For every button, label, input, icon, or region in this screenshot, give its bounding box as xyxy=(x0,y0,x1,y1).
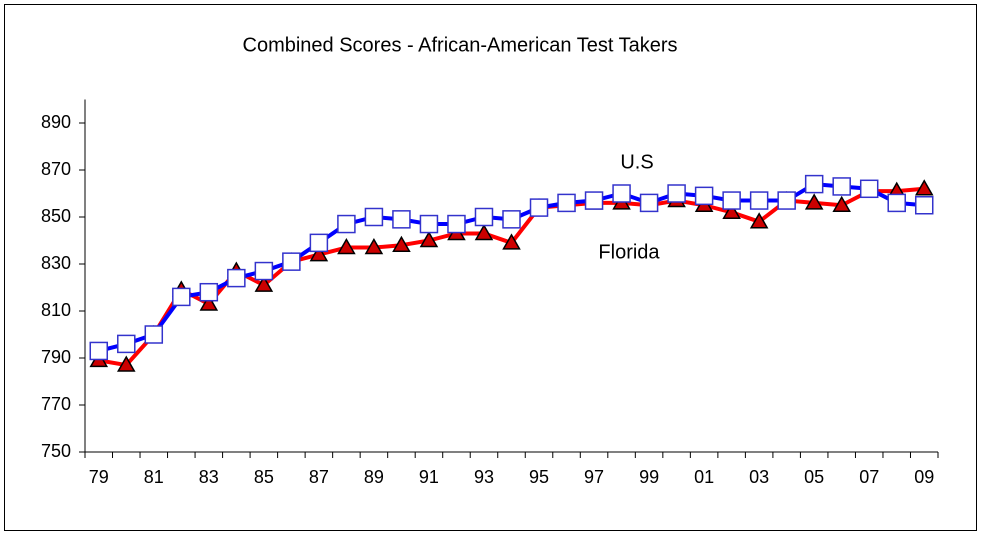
square-marker xyxy=(557,193,576,213)
x-tick-label: 01 xyxy=(694,467,714,487)
square-marker xyxy=(667,184,686,203)
square-marker xyxy=(172,287,191,307)
square-marker xyxy=(337,214,356,234)
series-label: U.S xyxy=(620,151,653,173)
triangle-marker xyxy=(419,230,439,248)
square-marker xyxy=(722,191,741,210)
triangle-marker xyxy=(749,212,769,229)
square-marker xyxy=(364,207,384,227)
square-marker xyxy=(117,334,136,354)
series-label: Florida xyxy=(598,241,660,263)
chart-border xyxy=(4,4,977,531)
triangle-marker xyxy=(309,245,329,262)
triangle-marker xyxy=(199,294,219,311)
x-tick-label: 87 xyxy=(309,467,329,487)
triangle-marker xyxy=(914,179,934,196)
x-tick-label: 95 xyxy=(529,467,549,487)
square-marker xyxy=(309,233,329,253)
square-marker xyxy=(914,196,934,215)
square-marker xyxy=(502,210,521,229)
x-tick-label: 79 xyxy=(89,467,109,487)
square-marker xyxy=(419,214,439,234)
square-marker xyxy=(777,191,796,210)
x-tick-label: 83 xyxy=(199,467,219,487)
triangle-marker xyxy=(722,202,741,220)
square-marker xyxy=(144,325,164,344)
y-tick-label: 750 xyxy=(41,441,71,461)
x-tick-label: 09 xyxy=(914,467,934,487)
square-marker xyxy=(639,193,659,213)
square-marker xyxy=(447,214,466,234)
square-marker xyxy=(227,268,246,288)
y-tick-label: 810 xyxy=(41,300,71,320)
triangle-marker xyxy=(254,275,274,292)
triangle-marker xyxy=(502,233,521,250)
square-marker xyxy=(887,193,906,213)
x-tick-label: 91 xyxy=(419,467,439,487)
x-tick-label: 89 xyxy=(364,467,384,487)
triangle-marker xyxy=(364,238,384,255)
x-tick-label: 99 xyxy=(639,467,659,487)
square-marker xyxy=(392,210,411,229)
triangle-marker xyxy=(337,238,356,255)
square-marker xyxy=(89,341,109,361)
square-marker xyxy=(529,198,549,217)
square-marker xyxy=(804,174,824,194)
x-tick-label: 93 xyxy=(474,467,494,487)
x-tick-label: 07 xyxy=(859,467,879,487)
square-marker xyxy=(474,207,494,227)
y-tick-label: 870 xyxy=(41,159,71,179)
square-marker xyxy=(694,186,714,206)
y-tick-label: 830 xyxy=(41,253,71,273)
x-tick-label: 03 xyxy=(749,467,769,487)
chart-title: Combined Scores - African-American Test … xyxy=(243,34,678,56)
square-marker xyxy=(254,261,274,281)
x-tick-label: 97 xyxy=(584,467,604,487)
x-tick-label: 81 xyxy=(144,467,164,487)
triangle-marker xyxy=(116,355,136,372)
x-tick-label: 85 xyxy=(254,467,274,487)
triangle-marker xyxy=(392,235,411,252)
square-marker xyxy=(612,184,631,203)
square-marker xyxy=(282,252,301,271)
square-marker xyxy=(199,282,219,302)
triangle-marker xyxy=(474,223,494,241)
triangle-marker xyxy=(832,195,851,212)
y-tick-label: 890 xyxy=(41,112,71,132)
y-tick-label: 790 xyxy=(41,347,71,367)
y-tick-label: 850 xyxy=(41,206,71,226)
triangle-marker xyxy=(804,193,824,210)
y-tick-label: 770 xyxy=(41,394,71,414)
square-marker xyxy=(832,177,851,196)
square-marker xyxy=(859,179,879,199)
square-marker xyxy=(584,191,604,210)
x-tick-label: 05 xyxy=(804,467,824,487)
square-marker xyxy=(749,191,769,210)
